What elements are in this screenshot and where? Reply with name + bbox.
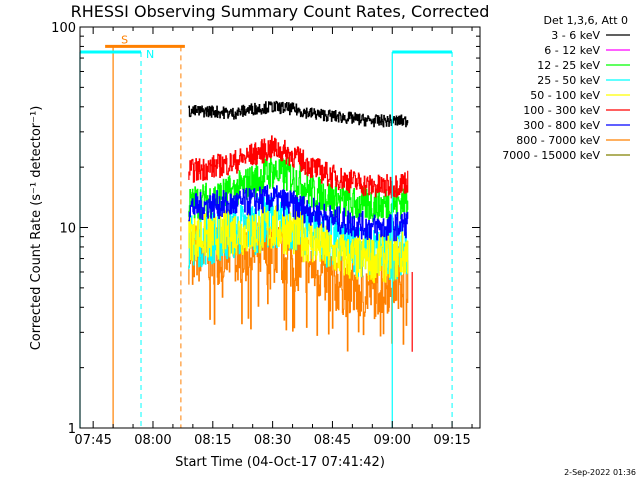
annotation-label: S [121,33,128,46]
legend-entry-label: 25 - 50 keV [537,74,600,87]
x-tick-label: 08:45 [314,433,351,448]
series-line-300-800-keV [188,184,409,242]
x-axis-label: Start Time (04-Oct-17 07:41:42) [175,455,385,470]
annotation-label: N [146,48,154,61]
chart-title: RHESSI Observing Summary Count Rates, Co… [71,2,490,21]
legend-entry-label: 800 - 7000 keV [516,134,600,147]
x-tick-label: 09:00 [374,433,411,448]
annotation-layer: SN [79,33,453,428]
timestamp: 2-Sep-2022 01:36 [564,468,636,477]
series-line-100-300-keV [188,135,409,199]
series-line-50-100-keV [188,204,409,284]
y-tick-label: 100 [51,21,76,36]
y-tick-label: 10 [59,222,76,237]
legend-entry-label: 3 - 6 keV [551,29,600,42]
legend-entry-label: 6 - 12 keV [544,44,600,57]
x-tick-label: 07:45 [74,433,111,448]
x-tick-label: 08:30 [254,433,291,448]
x-tick-label: 08:00 [134,433,171,448]
axis-layer: 07:45 08:00 08:15 08:30 08:45 09:00 09:15 1 10 10… [51,21,480,448]
series-line-3-6-keV [188,100,409,128]
legend-entry-label: 50 - 100 keV [530,89,600,102]
legend-entry-label: 100 - 300 keV [523,104,600,117]
legend: Det 1,3,6, Att 0 3 - 6 keV 6 - 12 keV 12 - … [502,14,630,162]
series-layer [188,100,413,352]
legend-entry-label: 12 - 25 keV [537,59,600,72]
legend-entry-label: 7000 - 15000 keV [502,149,600,162]
y-axis-label: Corrected Count Rate (s⁻¹ detector⁻¹) [29,106,44,351]
legend-header: Det 1,3,6, Att 0 [544,14,628,27]
legend-entry-label: 300 - 800 keV [523,119,600,132]
series-line-12-25-keV [188,155,409,224]
x-tick-label: 09:15 [433,433,470,448]
x-tick-label: 08:15 [194,433,231,448]
y-tick-label: 1 [68,422,76,437]
